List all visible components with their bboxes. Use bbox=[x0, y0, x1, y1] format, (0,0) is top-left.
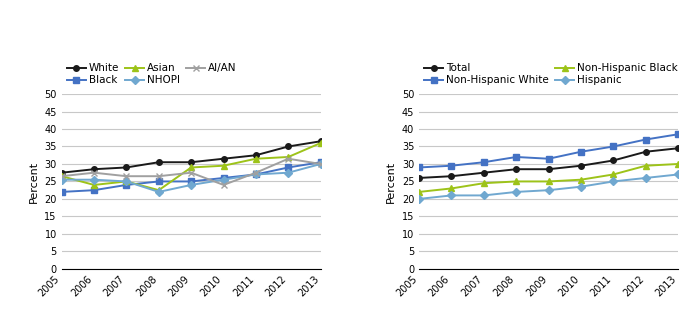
Y-axis label: Percent: Percent bbox=[386, 160, 396, 203]
Y-axis label: Percent: Percent bbox=[29, 160, 39, 203]
Legend: White, Black, Asian, NHOPI, AI/AN: White, Black, Asian, NHOPI, AI/AN bbox=[67, 63, 237, 85]
Legend: Total, Non-Hispanic White, Non-Hispanic Black, Hispanic: Total, Non-Hispanic White, Non-Hispanic … bbox=[424, 63, 678, 85]
